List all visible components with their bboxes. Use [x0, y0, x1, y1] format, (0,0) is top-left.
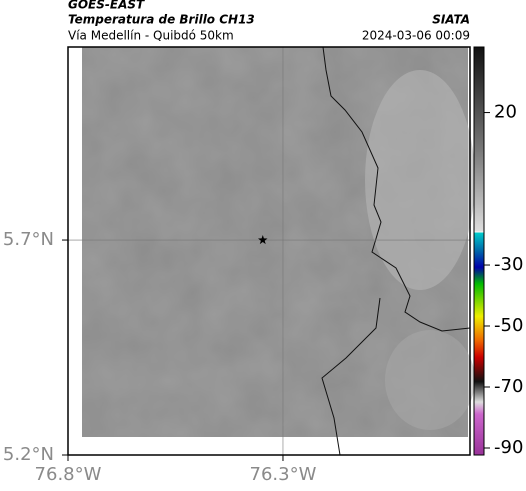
colorbar-tick-label: 20 — [494, 102, 517, 123]
cloud-bright — [365, 70, 475, 290]
x-tick-label: 76.8°W — [35, 464, 102, 485]
location-marker — [258, 235, 268, 245]
x-tick-label: 76.3°W — [250, 464, 317, 485]
cloud-bright — [385, 330, 475, 430]
colorbar-tick-label: -50 — [494, 315, 523, 336]
colorbar-tick-label: -30 — [494, 254, 523, 275]
y-tick-label: 5.7°N — [3, 229, 54, 250]
colorbar-tick-label: -70 — [494, 376, 523, 397]
border-line — [321, 297, 381, 456]
map-frame — [67, 46, 471, 456]
product: Temperatura de Brillo CH13 — [68, 13, 255, 27]
border-line — [322, 46, 471, 332]
source: GOES-EAST — [68, 0, 145, 12]
agency: SIATA — [432, 13, 470, 27]
colorbar — [473, 46, 485, 456]
y-tick-label: 5.2°N — [3, 444, 54, 465]
colorbar-tick-label: -90 — [494, 437, 523, 458]
region: Vía Medellín - Quibdó 50km — [68, 29, 234, 43]
timestamp: 2024-03-06 00:09 — [362, 29, 470, 43]
